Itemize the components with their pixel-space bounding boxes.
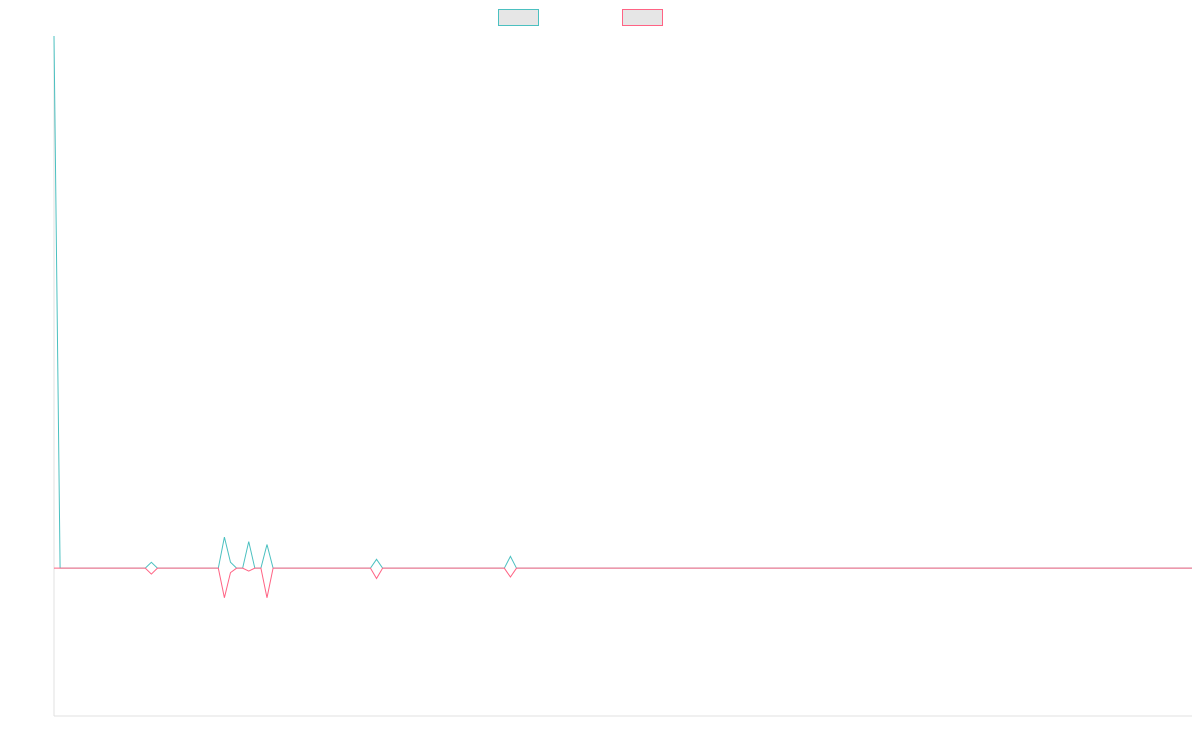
series-group bbox=[53, 35, 1192, 598]
axes bbox=[53, 36, 1192, 717]
legend-swatch-1 bbox=[498, 9, 539, 26]
legend-item-1[interactable] bbox=[498, 9, 539, 26]
series-line-2 bbox=[54, 567, 1192, 598]
legend[interactable] bbox=[498, 9, 663, 26]
series-line-1 bbox=[53, 35, 1192, 569]
legend-item-2[interactable] bbox=[622, 9, 663, 26]
legend-swatch-2 bbox=[622, 9, 663, 26]
